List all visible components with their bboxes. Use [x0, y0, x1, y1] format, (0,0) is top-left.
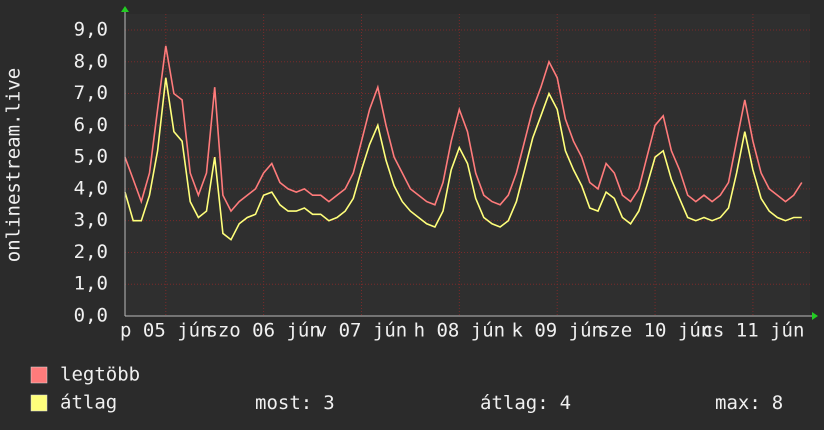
x-arrow: [812, 312, 818, 320]
y-tick-label: 6,0: [74, 114, 108, 136]
y-tick-label: 5,0: [74, 146, 108, 168]
legend-label: legtöbb: [60, 364, 140, 386]
stat-value: 4: [560, 392, 571, 414]
x-tick-label: p 05 jún: [120, 320, 212, 342]
stat: most: 3: [255, 392, 335, 414]
legend-label: átlag: [60, 392, 117, 414]
stat-value: 3: [323, 392, 334, 414]
y-tick-label: 3,0: [74, 209, 108, 231]
y-arrow: [121, 6, 129, 12]
stat-value: 8: [772, 392, 783, 414]
y-tick-label: 8,0: [74, 50, 108, 72]
stat: átlag: 4: [480, 392, 571, 414]
x-tick-label: cs 11 jún: [701, 320, 804, 342]
y-tick-label: 4,0: [74, 177, 108, 199]
y-tick-label: 0,0: [74, 305, 108, 327]
y-tick-label: 2,0: [74, 241, 108, 263]
y-tick-label: 9,0: [74, 19, 108, 41]
series-line: [124, 77, 802, 241]
y-axis-label: onlinestream.live: [3, 68, 25, 262]
stat-label: átlag:: [480, 392, 549, 414]
stat: max: 8: [715, 392, 783, 414]
x-tick-label: h 08 jún: [414, 320, 506, 342]
x-tick-label: v 07 jún: [316, 320, 408, 342]
legend-swatch: [30, 366, 48, 384]
series-line: [124, 45, 803, 213]
y-tick-label: 7,0: [74, 82, 108, 104]
y-tick-label: 1,0: [74, 273, 108, 295]
x-tick-label: k 09 jún: [511, 320, 603, 342]
x-tick-label: szo 06 jún: [206, 320, 320, 342]
legend-swatch: [30, 394, 48, 412]
stat-label: max:: [715, 392, 761, 414]
stat-label: most:: [255, 392, 312, 414]
x-tick-label: sze 10 jún: [598, 320, 712, 342]
